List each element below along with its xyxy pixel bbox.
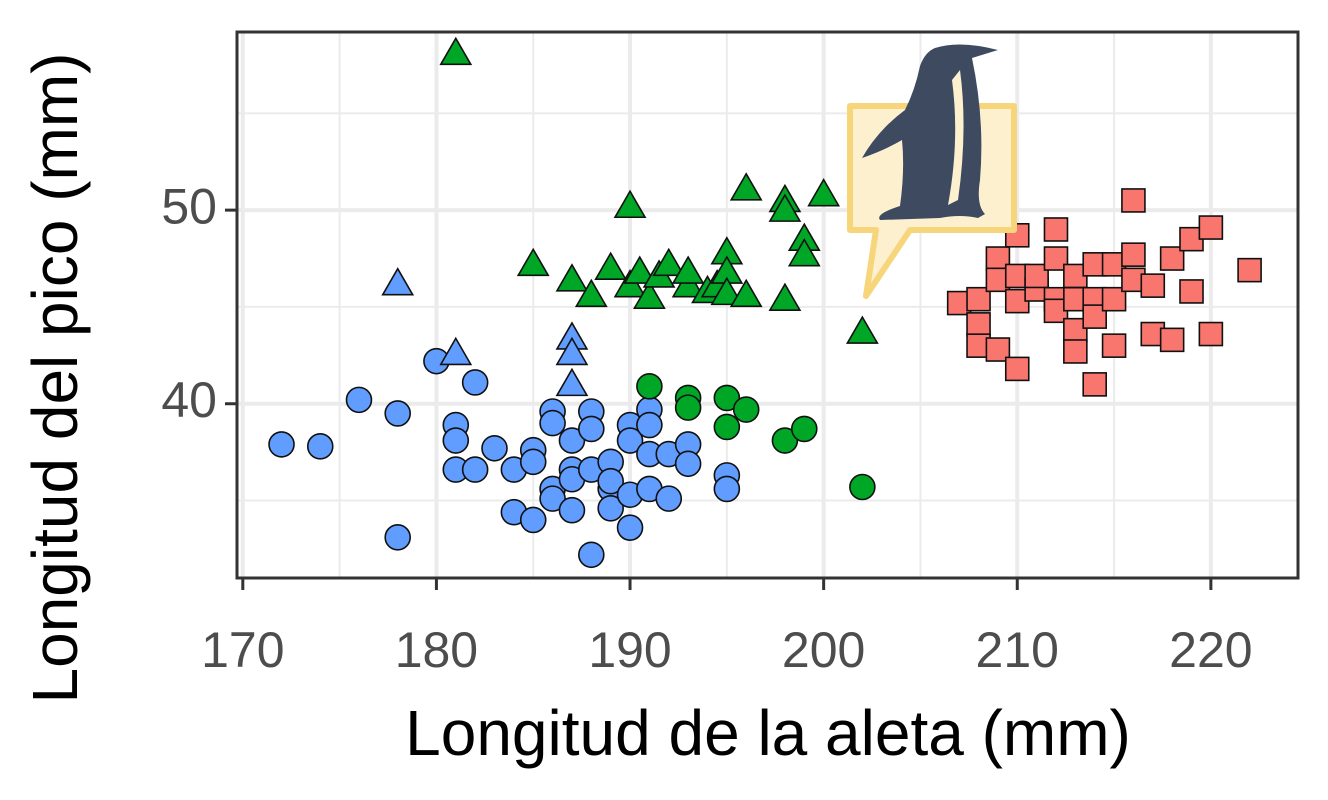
point [1043,246,1069,271]
point [578,415,605,443]
point [481,434,508,462]
point [555,367,589,397]
point [655,485,683,512]
penguin-belly [948,70,964,205]
x-axis-title: Longitud de la aleta (mm) [405,697,1131,769]
point [1024,263,1049,289]
point [790,415,818,443]
point [985,337,1011,362]
point [1082,304,1108,329]
point [461,369,489,396]
points [268,36,1262,569]
point [768,193,802,222]
point [519,506,547,534]
point [713,384,741,412]
point [1237,257,1262,283]
point [674,450,702,478]
point [558,427,586,454]
point [597,494,624,522]
point [732,396,760,423]
point [1121,242,1146,267]
point [442,427,470,454]
point [636,411,663,439]
point [771,427,799,454]
point [613,189,647,219]
point [578,541,605,569]
point [1159,246,1185,271]
point [674,394,702,421]
point [1140,273,1166,298]
point [616,514,644,541]
point [597,467,624,495]
point [519,448,547,476]
point [461,456,489,483]
point [616,427,644,454]
point [268,431,295,458]
point [1043,217,1069,242]
point [558,496,586,524]
point [729,172,763,201]
point [1004,356,1030,382]
point [729,278,763,308]
point [710,276,744,306]
penguin [862,44,998,220]
point [539,409,566,437]
point [539,485,566,512]
point [1179,279,1204,304]
y-tick-label: 40 [161,372,217,428]
x-tick-label: 220 [1169,622,1252,678]
point [768,282,802,311]
x-tick-label: 180 [395,622,478,678]
point [384,400,411,427]
y-axis-title: Longitud del pico (mm) [19,53,91,704]
penguin-icon [847,44,1017,299]
point [594,251,628,281]
point [966,312,991,337]
point [787,238,821,267]
point [1063,339,1088,364]
point [845,315,879,344]
x-tick-label: 170 [201,622,284,678]
point [555,263,589,292]
point [713,413,741,441]
point [1101,286,1127,312]
x-tick-label: 190 [588,622,671,678]
point [439,336,473,366]
y-tick-label: 50 [161,178,217,234]
point [713,475,741,503]
point [652,247,686,277]
point [807,178,841,207]
point [623,255,657,284]
point [636,373,663,400]
point [671,255,705,284]
point [633,280,666,310]
point [345,386,373,414]
point [1198,215,1224,240]
point [966,286,991,312]
plot-border [235,30,1300,580]
point [1082,372,1108,397]
point [574,278,608,308]
point [439,36,473,66]
point [555,336,589,366]
x-tick-label: 200 [782,622,865,678]
point [381,267,415,296]
point [384,524,411,551]
x-tick-label: 210 [976,622,1059,678]
point [1121,188,1146,213]
point [849,473,876,501]
point [1101,333,1127,358]
point [306,433,334,460]
grid [237,32,1298,578]
point [1198,321,1224,347]
point [516,247,550,277]
point [1159,327,1185,353]
axes: 170 180 190 200 210 220 40 50 [161,30,1300,678]
